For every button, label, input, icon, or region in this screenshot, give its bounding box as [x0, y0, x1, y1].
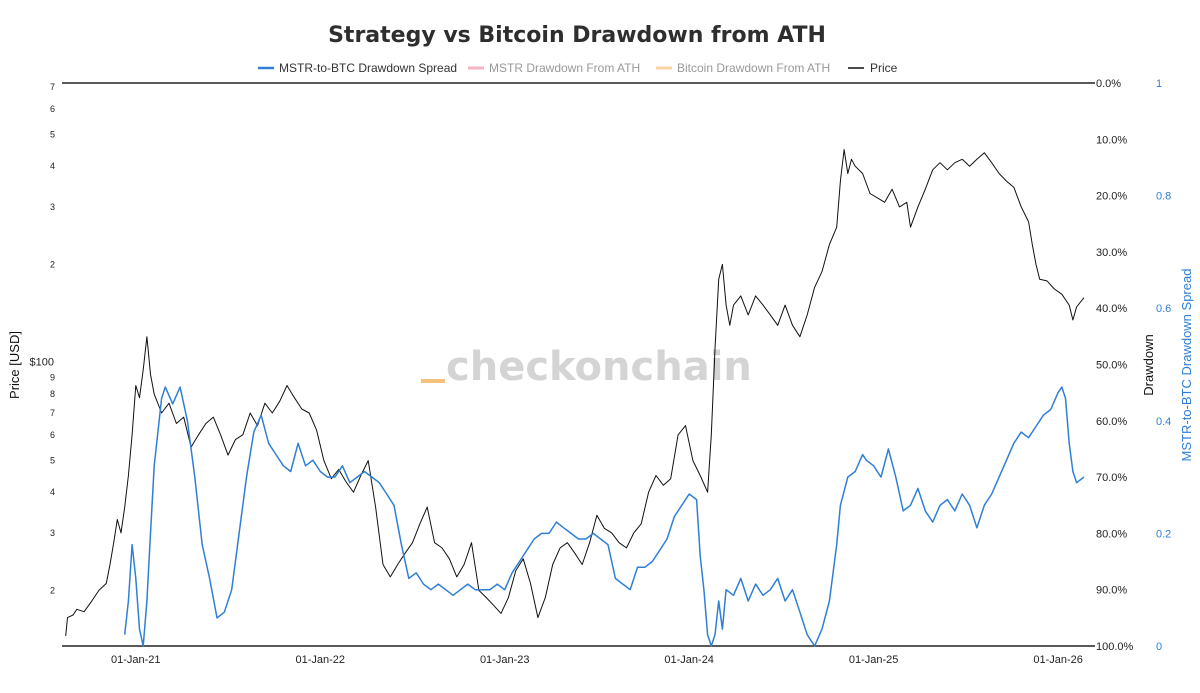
y-right-tick-label: 40.0%	[1096, 303, 1127, 315]
y-left-axis-ticks: 2 3 4 5 6 7 8 9 $100 2 3 4 5 6 7	[30, 82, 55, 595]
x-tick-label: 01-Jan-21	[111, 654, 161, 666]
y-right2-tick-label: 0.8	[1156, 191, 1171, 203]
y-right2-axis-title: MSTR-to-BTC Drawdown Spread	[1179, 269, 1194, 462]
y-right-tick-label: 90.0%	[1096, 585, 1127, 597]
y-left-tick-label: 3	[50, 202, 55, 212]
y-left-tick-label: 4	[50, 487, 55, 497]
y-left-tick-label: 6	[50, 430, 55, 440]
y-left-tick-label: $100	[30, 356, 54, 368]
legend-item-spread[interactable]: MSTR-to-BTC Drawdown Spread	[279, 61, 457, 75]
y-right2-tick-label: 0	[1156, 641, 1162, 653]
legend-item-price[interactable]: Price	[870, 61, 898, 75]
y-left-tick-label: 3	[50, 528, 55, 538]
legend-item-btc-drawdown[interactable]: Bitcoin Drawdown From ATH	[677, 61, 830, 75]
y-right-axis-ticks: 0.0% 10.0% 20.0% 30.0% 40.0% 50.0% 60.0% 70.0% 8…	[1096, 78, 1134, 653]
y-left-tick-label: 2	[50, 259, 55, 269]
watermark-underscore	[421, 379, 445, 383]
price-line	[65, 149, 1085, 636]
spread-line	[123, 386, 1085, 647]
y-left-tick-label: 4	[50, 161, 55, 171]
y-right2-tick-label: 1	[1156, 78, 1162, 90]
y-right-tick-label: 70.0%	[1096, 472, 1127, 484]
y-left-tick-label: 6	[50, 104, 55, 114]
y-left-tick-label: 9	[50, 372, 55, 382]
y-left-tick-label: 8	[50, 389, 55, 399]
y-right-tick-label: 20.0%	[1096, 191, 1127, 203]
y-right2-axis-ticks: 1 0.8 0.6 0.4 0.2 0	[1156, 78, 1171, 653]
y-left-tick-label: 2	[50, 585, 55, 595]
series-layer	[65, 149, 1085, 647]
x-tick-label: 01-Jan-22	[295, 654, 345, 666]
y-right-tick-label: 60.0%	[1096, 416, 1127, 428]
y-right2-tick-label: 0.2	[1156, 528, 1171, 540]
x-tick-label: 01-Jan-24	[664, 654, 714, 666]
y-right2-tick-label: 0.6	[1156, 303, 1171, 315]
y-right-tick-label: 10.0%	[1096, 134, 1127, 146]
x-tick-label: 01-Jan-23	[480, 654, 530, 666]
y-left-tick-label: 5	[50, 130, 55, 140]
legend-item-mstr-drawdown[interactable]: MSTR Drawdown From ATH	[489, 61, 640, 75]
y-left-tick-label: 7	[50, 408, 55, 418]
y-left-tick-label: 5	[50, 456, 55, 466]
x-tick-label: 01-Jan-25	[849, 654, 899, 666]
x-tick-label: 01-Jan-26	[1033, 654, 1083, 666]
y-right-tick-label: 30.0%	[1096, 247, 1127, 259]
y-right-tick-label: 0.0%	[1096, 78, 1121, 90]
y-left-tick-label: 7	[50, 82, 55, 92]
y-right2-tick-label: 0.4	[1156, 416, 1171, 428]
watermark: checkonchain	[446, 344, 752, 390]
y-right-tick-label: 50.0%	[1096, 360, 1127, 372]
y-right-tick-label: 80.0%	[1096, 528, 1127, 540]
y-left-axis-title: Price [USD]	[7, 331, 22, 399]
y-right-tick-label: 100.0%	[1096, 641, 1134, 653]
y-right-axis-title: Drawdown	[1141, 334, 1156, 395]
x-axis-ticks: 01-Jan-21 01-Jan-22 01-Jan-23 01-Jan-24 01-J…	[111, 654, 1083, 666]
legend: MSTR-to-BTC Drawdown Spread MSTR Drawdow…	[258, 61, 898, 75]
chart-title: Strategy vs Bitcoin Drawdown from ATH	[328, 23, 826, 48]
